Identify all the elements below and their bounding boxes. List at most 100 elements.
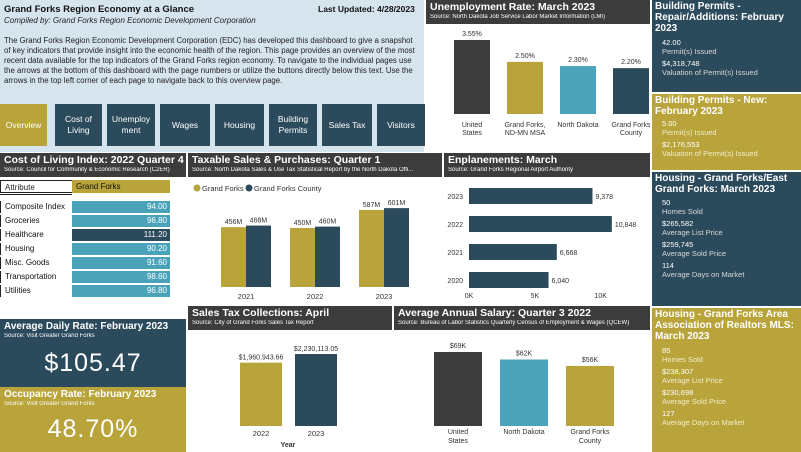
taxable-data-label: 456M [225, 219, 243, 226]
salary-bar [566, 365, 614, 426]
col-row: Housing 90.20 [0, 243, 170, 255]
nav-sales-tax-button[interactable]: Sales Tax [322, 104, 372, 146]
housing-mls-sold-price-value: $230,698 [662, 387, 694, 397]
salary-title: Average Annual Salary: Quarter 3 2022 [398, 307, 591, 319]
unemployment-bar [507, 61, 543, 114]
sales-tax-bar [240, 362, 282, 426]
housing-gf-list-price-value: $265,582 [662, 219, 694, 229]
housing-mls-homes-sold-label: Homes Sold [662, 354, 703, 364]
salary-source: Source: Bureau of Labor Statistics Quart… [398, 320, 630, 326]
housing-gf-title: Housing - Grand Forks/East Grand Forks: … [655, 173, 788, 196]
permits-repair-tile: Building Permits - Repair/Additions: Feb… [652, 0, 801, 92]
sales-tax-title: Sales Tax Collections: April [192, 307, 330, 319]
taxable-chart: Grand Forks Grand Forks County 456M 468M 2… [193, 184, 409, 301]
taxable-bar [359, 209, 384, 287]
intro-description: The Grand Forks Region Economic Developm… [4, 36, 415, 85]
col-row-label: Healthcare [0, 229, 72, 241]
enplanements-bar [469, 244, 557, 260]
nav-wages-button[interactable]: Wages [160, 104, 210, 146]
occupancy-value: 48.70% [47, 415, 139, 443]
occupancy-tile: Occupancy Rate: February 2023 Source: Vi… [0, 387, 186, 452]
enplanements-bar [469, 272, 549, 288]
nav-overview-button[interactable]: Overview [0, 104, 47, 146]
taxable-data-label: 450M [294, 220, 312, 227]
col-row-label: Utilities [0, 285, 72, 297]
adr-source: Source: Visit Greater Grand Forks [4, 333, 95, 339]
enplanements-data-label: 9,378 [595, 194, 613, 201]
nav-cost-of-living-button[interactable]: Cost of Living [55, 104, 102, 146]
taxable-title: Taxable Sales & Purchases: Quarter 1 [192, 154, 381, 166]
housing-gf-tile: Housing - Grand Forks/East Grand Forks: … [652, 172, 801, 306]
housing-gf-homes-sold-label: Homes Sold [662, 207, 703, 217]
col-row: Groceries 96.80 [0, 215, 170, 227]
unemployment-data-label: 3.55% [462, 31, 482, 38]
unemployment-data-label: 2.30% [568, 57, 588, 64]
nav-visitors-button[interactable]: Visitors [377, 104, 425, 146]
housing-mls-sold-price-label: Average Sold Price [662, 396, 727, 406]
enplanements-category-label: 2023 [447, 194, 463, 201]
col-row-value: 111.20 [72, 229, 170, 241]
permits-new-title: Building Permits - New: February 2023 [655, 95, 768, 118]
page-subtitle: Compiled by: Grand Forks Region Economic… [4, 16, 256, 25]
sales-tax-source: Source: City of Grand Forks Sales Tax Re… [192, 320, 314, 326]
enplanements-tick-label: 5K [531, 293, 540, 300]
unemployment-category-label: Grand Forks [612, 122, 650, 129]
col-row-label: Groceries [0, 215, 72, 227]
housing-gf-days-value: 114 [662, 261, 674, 271]
enplanements-category-label: 2021 [447, 250, 463, 257]
unemployment-data-label: 2.50% [515, 53, 535, 60]
col-row: Composite Index 94.00 [0, 201, 170, 213]
nav-housing-button[interactable]: Housing [215, 104, 264, 146]
taxable-data-label: 587M [363, 202, 381, 209]
enplanements-category-label: 2020 [447, 278, 463, 285]
salary-bar [500, 359, 548, 426]
sales-tax-xaxis-label: Year [281, 442, 296, 449]
permits-repair-issued-label: Permit(s) Issued [662, 46, 717, 56]
taxable-data-label: 468M [250, 218, 268, 225]
sales-tax-data-label: $2,230,113.05 [294, 346, 338, 353]
enplanements-data-label: 6,040 [552, 278, 570, 285]
col-row-value: 98.60 [72, 271, 170, 283]
col-row-value: 96.80 [72, 215, 170, 227]
col-row-label: Composite Index [0, 201, 72, 213]
taxable-category-label: 2022 [307, 292, 324, 301]
unemployment-data-label: 2.20% [621, 59, 641, 66]
col-header-attr: Attribute [0, 180, 72, 193]
taxable-header: Taxable Sales & Purchases: Quarter 1 Sou… [188, 153, 442, 177]
permits-new-valuation-label: Valuation of Permit(s) Issued [662, 149, 758, 159]
taxable-category-label: 2021 [238, 292, 255, 301]
unemployment-category-label: North Dakota [557, 122, 598, 129]
taxable-bar [246, 225, 271, 287]
unemployment-category-label: Grand Forks, [505, 122, 546, 129]
unemployment-category-label: States [462, 130, 482, 137]
col-row-label: Transportation [0, 271, 72, 283]
col-row: Utilities 96.80 [0, 285, 170, 297]
col-row-label: Housing [0, 243, 72, 255]
legend-label-grand-forks-county: Grand Forks County [254, 184, 322, 193]
enplanements-header: Enplanements: March Source: Grand Forks … [444, 153, 650, 177]
sales-tax-bar [295, 354, 337, 426]
permits-repair-valuation-label: Valuation of Permit(s) Issued [662, 67, 758, 77]
col-row-value: 90.20 [72, 243, 170, 255]
sales-tax-header: Sales Tax Collections: April Source: Cit… [188, 306, 392, 330]
permits-repair-valuation-value: $4,318,748 [662, 58, 700, 68]
col-header-rule [0, 194, 72, 195]
housing-gf-sold-price-label: Average Sold Price [662, 249, 727, 259]
unemployment-title: Unemployment Rate: March 2023 [430, 1, 596, 13]
col-row-value: 96.80 [72, 285, 170, 297]
col-row-value: 94.00 [72, 201, 170, 213]
permits-repair-title: Building Permits - Repair/Additions: Feb… [655, 1, 784, 35]
legend-marker-grand-forks-county [245, 184, 253, 192]
salary-category-label: Grand Forks [571, 429, 610, 436]
enplanements-category-label: 2022 [447, 222, 463, 229]
taxable-bar [290, 227, 315, 287]
salary-data-label: $56K [582, 357, 599, 364]
occupancy-title: Occupancy Rate: February 2023 [4, 389, 157, 400]
taxable-data-label: 601M [388, 200, 406, 207]
nav-unemployment-button[interactable]: Unemployment [107, 104, 155, 146]
housing-mls-tile: Housing - Grand Forks Area Association o… [652, 308, 801, 452]
salary-category-label: States [448, 438, 468, 445]
col-row: Transportation 98.60 [0, 271, 170, 283]
nav-building-permits-button[interactable]: Building Permits [269, 104, 317, 146]
col-row: Healthcare 111.20 [0, 229, 170, 241]
